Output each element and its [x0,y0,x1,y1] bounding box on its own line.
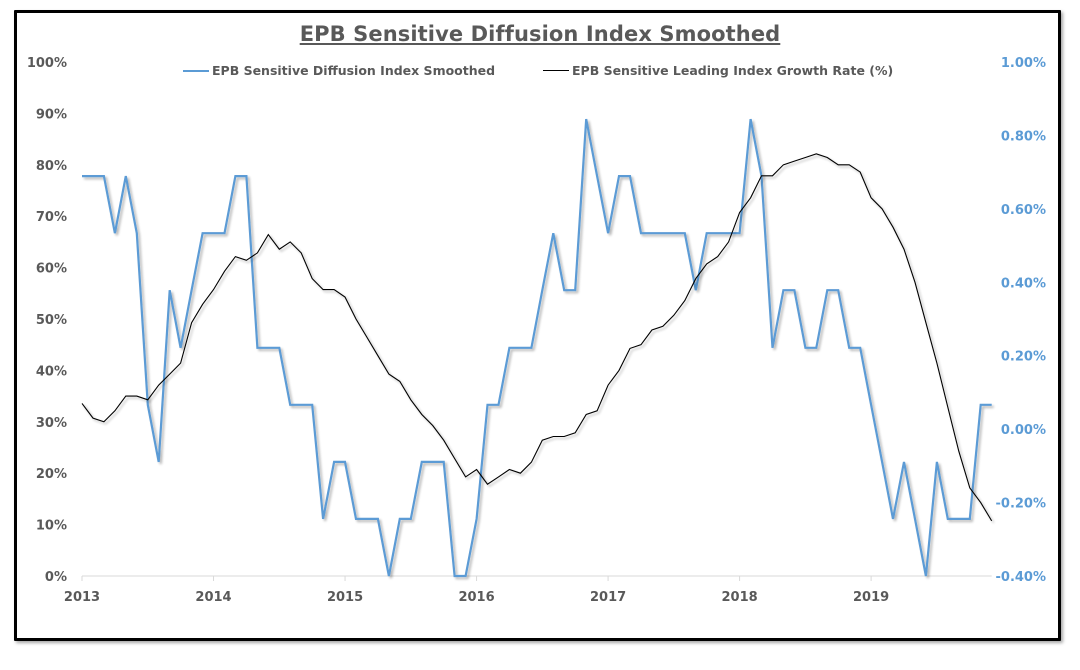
right-axis-tick-label: -0.40% [996,570,1047,585]
right-axis-tick-label: 0.60% [1001,203,1046,218]
legend-item-leading-index: EPB Sensitive Leading Index Growth Rate … [543,63,893,78]
right-axis-tick-label: 1.00% [1001,56,1046,71]
left-axis-tick-label: 0% [45,570,67,585]
left-axis-tick-label: 90% [36,107,67,122]
chart-title: EPB Sensitive Diffusion Index Smoothed [299,22,781,46]
x-tick-label: 2014 [195,590,231,605]
right-axis-tick-label: 0.00% [1001,423,1046,438]
series-line-leading-index [81,153,993,522]
x-tick-label: 2015 [327,590,363,605]
x-tick-label: 2019 [853,590,889,605]
x-tick-label: 2016 [458,590,494,605]
legend-line-black-icon [543,70,569,71]
right-axis-tick-label: -0.20% [996,497,1047,512]
left-axis-tick-label: 30% [36,416,67,431]
x-tick-label: 2013 [64,590,100,605]
left-axis-tick-label: 50% [36,313,67,328]
left-axis-tick-label: 80% [36,159,67,174]
x-tick-label: 2018 [722,590,758,605]
x-tick-label: 2017 [590,590,626,605]
right-axis-tick-label: 0.20% [1001,350,1046,365]
series-line-diffusion-index [82,118,992,578]
left-axis-tick-label: 10% [36,519,67,534]
left-axis-tick-label: 100% [27,56,67,71]
chart-frame [14,10,1061,641]
legend-label-leading-index: EPB Sensitive Leading Index Growth Rate … [572,63,894,78]
right-axis-tick-label: 0.40% [1001,276,1046,291]
legend-line-blue-icon [183,69,209,72]
left-axis-tick-label: 70% [36,210,67,225]
right-axis-tick-label: 0.80% [1001,129,1046,144]
legend-label-diffusion-index: EPB Sensitive Diffusion Index Smoothed [212,63,496,78]
legend-item-diffusion-index: EPB Sensitive Diffusion Index Smoothed [183,63,495,78]
left-axis-tick-label: 60% [36,262,67,277]
left-axis-tick-label: 40% [36,364,67,379]
left-axis-tick-label: 20% [36,467,67,482]
